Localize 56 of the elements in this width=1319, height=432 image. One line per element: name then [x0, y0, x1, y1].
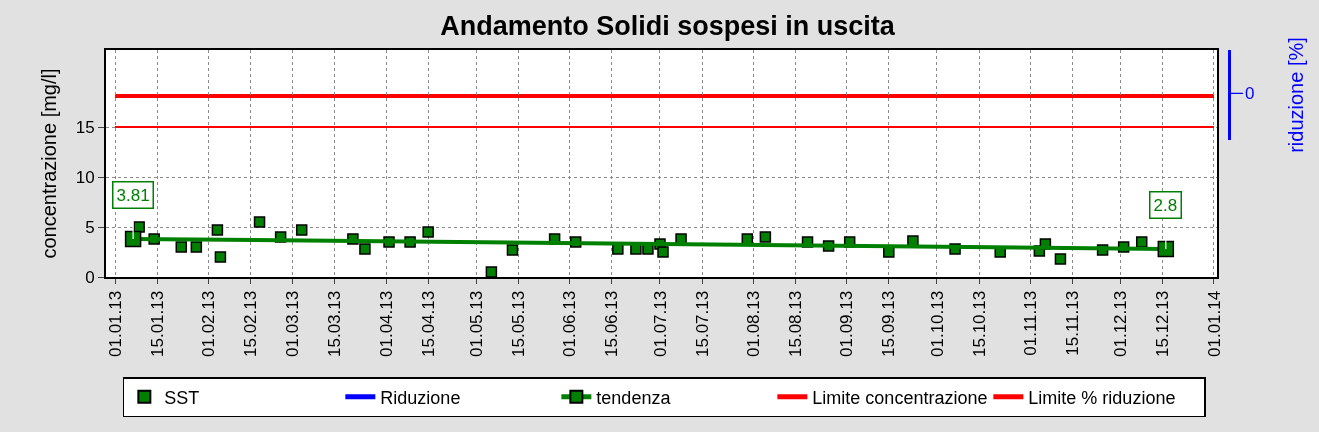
y-tick-label: 10: [75, 167, 95, 187]
legend-label: SST: [164, 387, 200, 408]
point: [133, 221, 145, 233]
point: [295, 224, 308, 236]
legend-label: Riduzione: [380, 387, 461, 408]
y-tick-label: 5: [85, 217, 95, 237]
point: [253, 216, 266, 228]
x-tick-label: 15.09.13: [879, 290, 899, 357]
x-tick-label: 01.11.13: [1020, 290, 1040, 356]
x-tick-label: 01.01.14: [1204, 290, 1224, 357]
x-tick-label: 15.12.13: [1153, 290, 1173, 357]
point: [657, 246, 669, 258]
x-tick-label: 01.01.13: [105, 290, 125, 357]
legend-label: tendenza: [596, 387, 672, 408]
point: [485, 266, 498, 278]
point: [175, 241, 188, 253]
x-tick-label: 01.09.13: [837, 290, 857, 357]
point: [214, 251, 227, 263]
x-tick-label: 01.12.13: [1111, 290, 1131, 357]
y2-axis-title: riduzione [%]: [1284, 37, 1307, 153]
x-tick-label: 15.06.13: [602, 290, 622, 357]
point: [211, 224, 224, 236]
x-tick-label: 15.03.13: [325, 290, 345, 357]
x-tick-label: 15.08.13: [786, 290, 806, 357]
x-tick-label: 01.10.13: [927, 290, 947, 357]
point: [1054, 253, 1067, 265]
y-tick-label: 0: [85, 267, 95, 287]
x-tick-label: 15.05.13: [509, 290, 529, 357]
data-label: 2.8: [1153, 195, 1178, 215]
x-tick-label: 01.07.13: [650, 290, 670, 357]
x-tick-label: 01.06.13: [560, 290, 580, 357]
x-tick-label: 15.07.13: [692, 290, 712, 357]
x-tick-label: 01.03.13: [283, 290, 303, 357]
y-axis-title: concentrazione [mg/l]: [37, 68, 60, 259]
x-tick-label: 15.01.13: [147, 290, 167, 357]
text: 0: [1245, 84, 1255, 103]
x-tick-label: 01.02.13: [198, 290, 218, 357]
x-tick-label: 01.04.13: [376, 290, 396, 357]
chart-title: Andamento Solidi sospesi in uscita: [440, 11, 896, 42]
legend-label: Limite % riduzione: [1028, 387, 1176, 408]
x-tick-label: 15.11.13: [1063, 290, 1083, 356]
y-tick-label: 15: [75, 117, 95, 137]
point: [190, 241, 203, 253]
legend-label: Limite concentrazione: [812, 387, 988, 408]
point: [1157, 240, 1175, 258]
data-label: 3.81: [116, 185, 150, 205]
point: [359, 243, 371, 255]
x-tick-label: 15.04.13: [418, 290, 438, 357]
point: [1135, 236, 1148, 248]
x-tick-label: 01.08.13: [743, 290, 763, 357]
x-tick-label: 01.05.13: [466, 290, 486, 357]
x-tick-label: 15.02.13: [241, 290, 261, 357]
point: [422, 226, 434, 238]
point: [506, 244, 519, 256]
point: [759, 231, 772, 243]
x-tick-label: 15.10.13: [969, 290, 989, 357]
